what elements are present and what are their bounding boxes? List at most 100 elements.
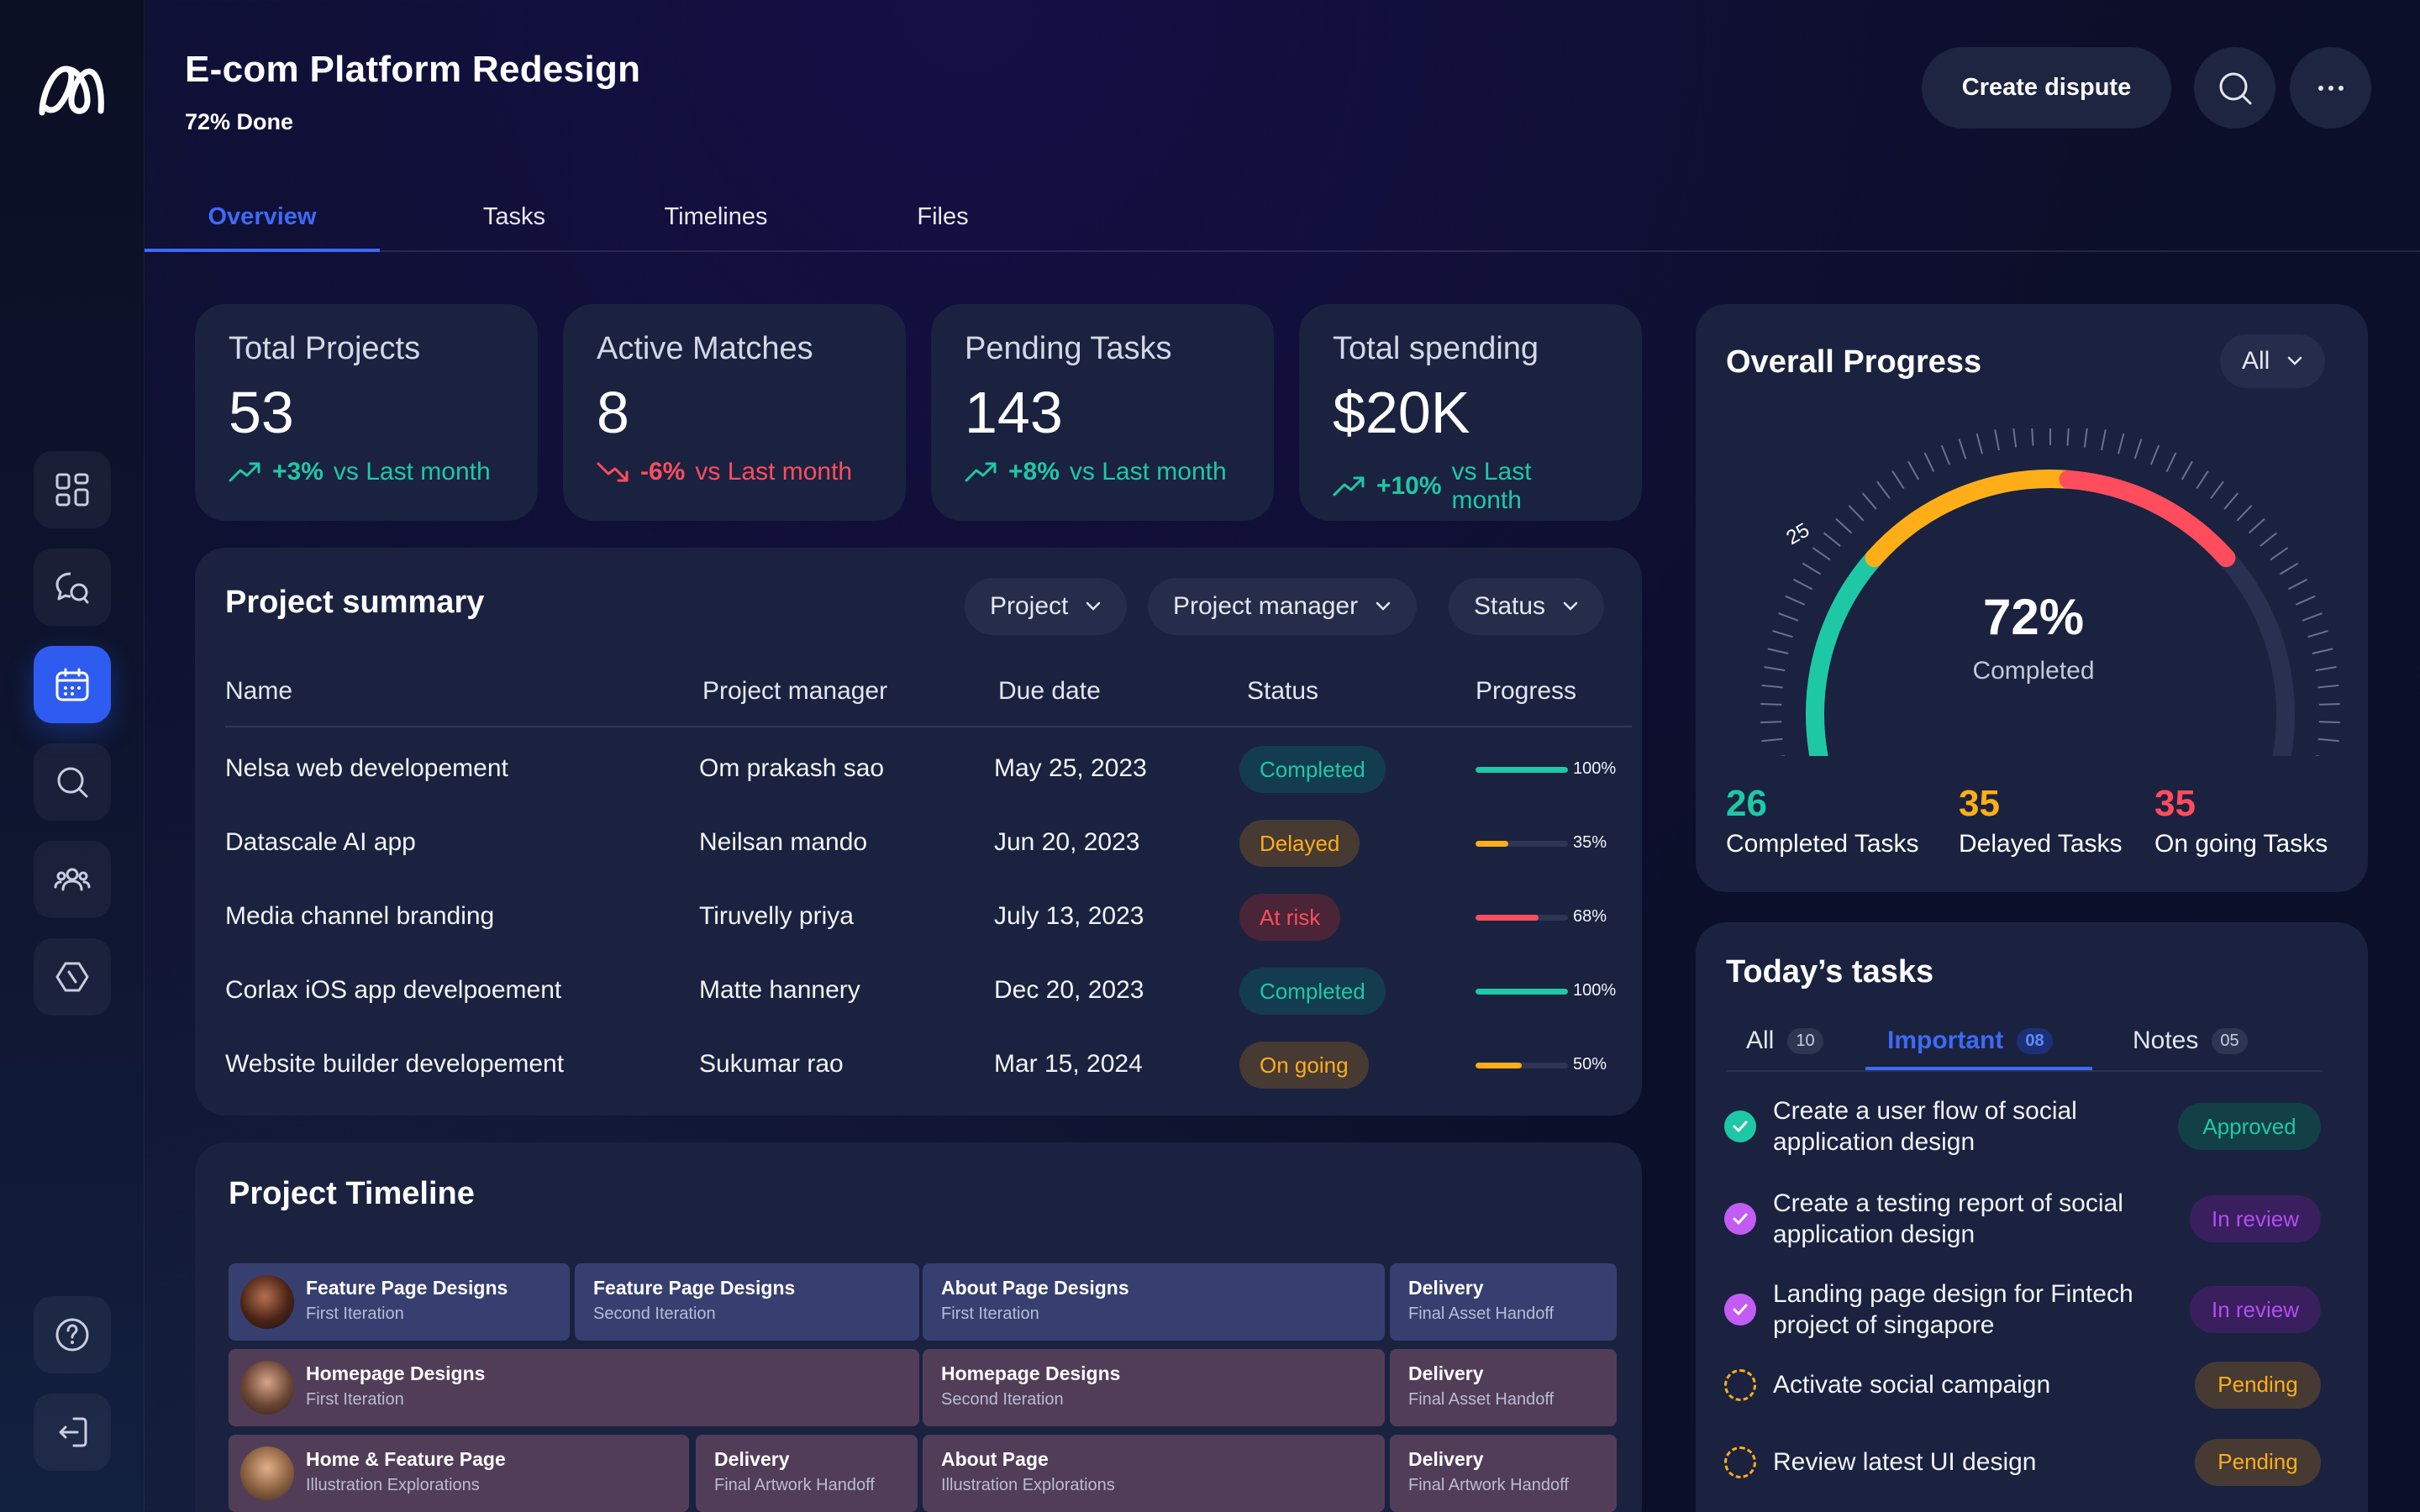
timeline-item-title: About Page: [941, 1448, 1049, 1470]
progress-bar: [1476, 767, 1568, 773]
progress-bar-fill: [1476, 915, 1539, 921]
trend-up-icon: [229, 462, 260, 482]
gauge-tick: [2165, 452, 2177, 473]
stat-trend: +8% vs Last month: [965, 458, 1240, 486]
nav-calendar[interactable]: [34, 646, 111, 723]
more-button[interactable]: [2290, 47, 2371, 129]
nav-logout[interactable]: [34, 1394, 111, 1471]
task-text: Create a user flow of social application…: [1773, 1097, 2077, 1156]
count-badge: 10: [1787, 1027, 1823, 1054]
stat-card-total-projects: Total Projects 53 +3% vs Last month: [195, 304, 538, 521]
gauge-tick: [1802, 562, 1822, 575]
help-icon: [55, 1318, 89, 1352]
search-icon: [2219, 72, 2251, 104]
tab-timelines[interactable]: Timelines: [664, 203, 768, 230]
task-tab-all[interactable]: All 10: [1746, 1026, 1823, 1055]
task-tab-notes[interactable]: Notes 05: [2133, 1026, 2248, 1055]
timeline-item[interactable]: Delivery Final Asset Handoff: [1390, 1263, 1617, 1341]
pending-status-icon[interactable]: [1724, 1446, 1756, 1478]
status-badge: Completed: [1239, 746, 1386, 793]
timeline-item[interactable]: Feature Page Designs Second Iteration: [575, 1263, 919, 1341]
filter-label: Project manager: [1173, 592, 1359, 620]
gauge-tick: [2295, 595, 2316, 606]
timeline-item[interactable]: About Page Designs First Iteration: [923, 1263, 1385, 1341]
progress-label: 68%: [1573, 907, 1607, 926]
gauge-tick: [1772, 630, 1793, 638]
overall-progress-title: Overall Progress: [1726, 344, 1982, 380]
column-header-name[interactable]: Name: [225, 677, 293, 705]
timeline-item[interactable]: Homepage Designs First Iteration: [229, 1349, 919, 1426]
search-button[interactable]: [2194, 47, 2275, 129]
column-header-progress[interactable]: Progress: [1476, 677, 1577, 705]
timeline-item[interactable]: About Page Illustration Explorations: [923, 1435, 1385, 1512]
gauge-tick: [1767, 648, 1789, 654]
nav-dashboard[interactable]: [34, 451, 111, 528]
chevron-down-icon: [1563, 601, 1578, 611]
gauge-tick: [2118, 433, 2125, 454]
progress-label: 50%: [1573, 1055, 1607, 1074]
gauge-tick: [2012, 428, 2018, 448]
gauge-tick: [2236, 505, 2253, 522]
timeline-item-subtitle: Final Artwork Handoff: [714, 1476, 875, 1494]
gauge-label: Completed: [1972, 657, 2095, 685]
task-text: Review latest UI design: [1773, 1448, 2037, 1476]
task-tab-important[interactable]: Important 08: [1887, 1026, 2053, 1055]
tab-files[interactable]: Files: [917, 203, 969, 230]
avatar: [240, 1361, 294, 1415]
timeline-item[interactable]: Delivery Final Artwork Handoff: [696, 1435, 918, 1512]
check-circle-icon[interactable]: [1724, 1110, 1756, 1142]
gauge-tick: [2318, 702, 2340, 706]
timeline-item[interactable]: Feature Page Designs First Iteration: [229, 1263, 570, 1341]
column-header-manager[interactable]: Project manager: [702, 677, 888, 705]
overall-filter[interactable]: All: [2220, 334, 2326, 388]
pending-status-icon[interactable]: [1724, 1368, 1756, 1401]
users-icon: [54, 868, 91, 891]
gauge-tick: [1940, 444, 1951, 465]
nav-chat[interactable]: [34, 549, 111, 626]
timeline-item-subtitle: Final Asset Handoff: [1408, 1305, 1555, 1323]
create-dispute-button[interactable]: Create dispute: [1922, 47, 2171, 129]
logo-icon[interactable]: [35, 60, 106, 119]
gauge-tick: [1792, 578, 1813, 591]
task-status-badge: In review: [2190, 1286, 2321, 1333]
task-tab-label: All: [1746, 1026, 1775, 1054]
timeline-item-subtitle: Second Iteration: [593, 1305, 716, 1323]
logout-icon: [59, 1417, 87, 1447]
filter-project-manager[interactable]: Project manager: [1148, 578, 1418, 635]
stat-card-active-matches: Active Matches 8 -6% vs Last month: [563, 304, 906, 521]
active-tab-indicator: [1865, 1067, 2092, 1070]
project-manager: Matte hannery: [699, 976, 860, 1004]
tab-overview[interactable]: Overview: [145, 192, 380, 252]
filter-project[interactable]: Project: [965, 578, 1128, 635]
nav-help[interactable]: [34, 1296, 111, 1373]
timeline-item[interactable]: Homepage Designs Second Iteration: [923, 1349, 1385, 1426]
timeline-item-subtitle: Final Asset Handoff: [1408, 1390, 1555, 1409]
avatar: [240, 1275, 294, 1329]
project-name: Media channel branding: [225, 902, 495, 930]
tab-tasks[interactable]: Tasks: [482, 203, 546, 230]
gauge-tick: [2270, 547, 2289, 561]
project-manager: Tiruvelly priya: [699, 902, 854, 930]
check-circle-icon[interactable]: [1724, 1203, 1756, 1235]
column-header-due-date[interactable]: Due date: [998, 677, 1101, 705]
nav-search[interactable]: [34, 743, 111, 821]
nav-hexagon[interactable]: [34, 938, 111, 1016]
gauge-segment-delayed: [1865, 470, 2078, 568]
filter-status[interactable]: Status: [1449, 578, 1605, 635]
gauge-tick: [1848, 505, 1865, 522]
nav-users[interactable]: [34, 841, 111, 918]
timeline-item[interactable]: Delivery Final Asset Handoff: [1390, 1349, 1617, 1426]
table-divider: [225, 726, 1632, 727]
more-dots-icon: [2317, 85, 2344, 91]
timeline-item-title: Delivery: [1408, 1362, 1484, 1384]
timeline-item-title: Home & Feature Page: [306, 1448, 506, 1470]
progress-bar: [1476, 841, 1568, 847]
timeline-item[interactable]: Home & Feature Page Illustration Explorat…: [229, 1435, 689, 1512]
task-text: Create a testing report of social applic…: [1773, 1189, 2123, 1248]
check-circle-icon[interactable]: [1724, 1294, 1756, 1326]
project-timeline-title: Project Timeline: [229, 1176, 475, 1211]
timeline-item-title: About Page Designs: [941, 1277, 1129, 1299]
gauge-tick: [2066, 428, 2070, 446]
column-header-status[interactable]: Status: [1247, 677, 1319, 705]
timeline-item[interactable]: Delivery Final Artwork Handoff: [1390, 1435, 1617, 1512]
